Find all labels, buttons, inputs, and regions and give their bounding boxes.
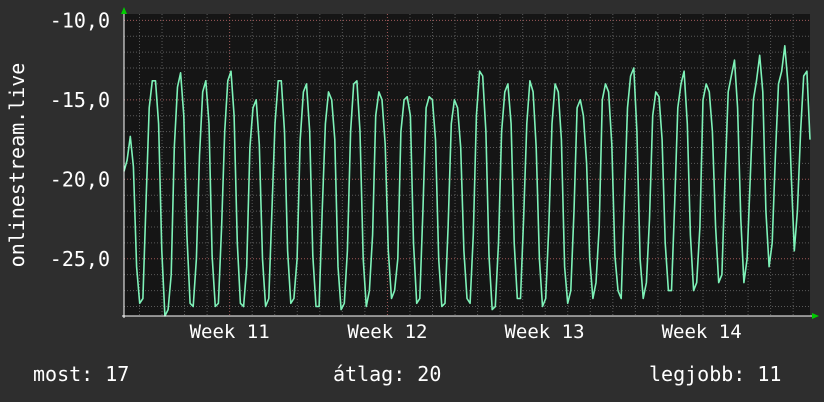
best-stat: legjobb: 11 <box>649 362 781 386</box>
best-stat-label: legjobb: <box>649 362 746 386</box>
y-axis-arrow-icon <box>121 7 127 14</box>
x-axis-arrow-icon <box>812 313 819 319</box>
series-line <box>123 44 811 317</box>
y-tick-label: -15,0 <box>50 88 110 112</box>
average-stat: átlag: 20 <box>333 362 441 386</box>
y-tick-label: -20,0 <box>50 167 110 191</box>
y-axis-ticks: -10,0 -15,0 -20,0 -25,0 <box>50 8 110 270</box>
y-axis-label: onlinestream.live <box>5 63 29 268</box>
average-stat-label: átlag: <box>333 362 406 386</box>
plot-background <box>124 14 810 316</box>
x-tick-label: Week 13 <box>504 321 584 343</box>
line-chart: -10,0-15,0-20,0-25,0 Week 11 Week 12 Week … <box>5 7 819 343</box>
y-tick-label: -10,0 <box>50 8 110 32</box>
average-stat-value: 20 <box>417 362 442 386</box>
current-stat: most: 17 <box>33 362 129 386</box>
x-tick-label: Week 14 <box>662 321 742 343</box>
x-tick-label: Week 12 <box>347 321 427 343</box>
x-tick-label: Week 11 <box>190 321 270 343</box>
current-stat-label: most: <box>33 362 94 386</box>
best-stat-value: 11 <box>757 362 782 386</box>
y-tick-label: -25,0 <box>50 247 110 271</box>
x-axis-ticks: Week 11 Week 12 Week 13 Week 14 <box>190 321 742 343</box>
current-stat-value: 17 <box>105 362 130 386</box>
